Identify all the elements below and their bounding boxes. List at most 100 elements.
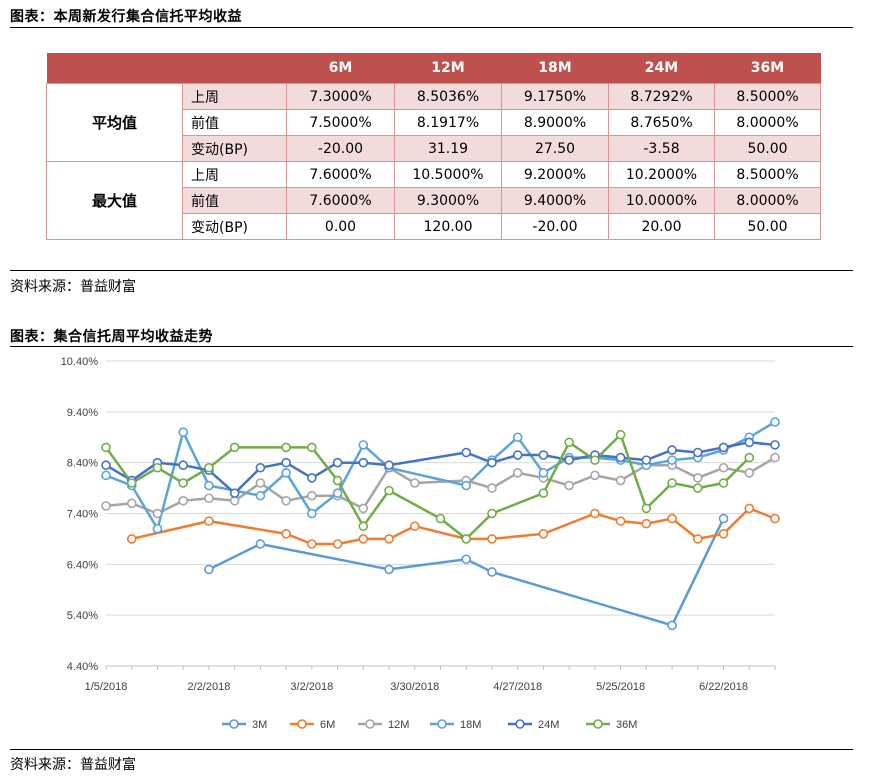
legend-label-36m: 36M	[616, 719, 637, 731]
data-point-24m	[178, 460, 188, 471]
data-point-24m	[384, 460, 394, 471]
data-point-36m	[358, 521, 369, 532]
data-point-6m	[615, 516, 626, 526]
data-point-12m	[178, 495, 188, 506]
table-cell: 8.1917%	[394, 109, 502, 136]
data-point-24m	[332, 457, 343, 468]
data-point-12m	[590, 470, 600, 481]
data-point-36m	[435, 513, 446, 524]
chart-source-rule	[10, 749, 853, 750]
data-point-36m	[641, 503, 652, 514]
chart-source-note: 资料来源：普益财富	[10, 757, 136, 773]
data-point-36m	[590, 455, 600, 465]
data-point-6m	[538, 529, 549, 539]
legend-marker-24m	[515, 719, 525, 729]
data-point-36m	[281, 442, 291, 453]
data-point-36m	[384, 485, 394, 496]
chart-title: 图表：集合信托周平均收益走势	[10, 329, 213, 345]
data-point-6m	[204, 516, 214, 526]
data-point-24m	[667, 445, 677, 455]
data-point-12m	[126, 498, 137, 509]
data-point-36m	[126, 478, 137, 488]
header-cell-6m: 6M	[286, 53, 395, 84]
data-point-36m	[332, 475, 343, 486]
data-point-18m	[204, 480, 214, 491]
header-cell	[182, 53, 287, 84]
data-point-24m	[718, 442, 729, 453]
table-title-rule	[10, 27, 853, 28]
data-point-18m	[152, 523, 163, 534]
table-cell: 8.0000%	[714, 109, 821, 136]
data-point-12m	[693, 473, 703, 483]
table-cell: 7.6000%	[286, 187, 395, 214]
data-point-6m	[487, 534, 497, 544]
table-row: 变动(BP) -20.00 31.19 27.50 -3.58 50.00	[47, 135, 821, 162]
legend-label-3m: 3M	[252, 719, 267, 731]
data-point-36m	[744, 452, 755, 463]
table-cell: -3.58	[608, 135, 715, 162]
data-point-36m	[461, 534, 472, 544]
table-cell: 7.6000%	[286, 161, 395, 188]
x-tick-label: 3/30/2018	[390, 681, 439, 693]
data-point-36m	[693, 483, 703, 493]
data-point-6m	[693, 534, 703, 544]
table-cell: -20.00	[286, 135, 395, 162]
table-cell: 7.5000%	[286, 109, 395, 136]
data-point-6m	[590, 508, 600, 519]
data-point-6m	[744, 503, 755, 514]
data-point-12m	[744, 468, 755, 478]
data-point-18m	[101, 470, 111, 481]
data-point-24m	[564, 455, 574, 465]
table-cell: 8.5036%	[394, 83, 502, 110]
header-cell-18m: 18M	[501, 53, 609, 84]
data-point-18m	[667, 455, 677, 465]
y-tick-label: 10.40%	[61, 356, 99, 368]
y-tick-label: 7.40%	[67, 509, 98, 521]
data-point-18m	[255, 490, 266, 501]
table-cell: 10.5000%	[394, 161, 502, 188]
data-point-36m	[152, 462, 163, 473]
legend-marker-18m	[437, 719, 447, 729]
x-tick-label: 4/27/2018	[493, 681, 542, 693]
table-row: 变动(BP) 0.00 120.00 -20.00 20.00 50.00	[47, 213, 821, 240]
table-cell: 8.5000%	[714, 83, 821, 110]
table-cell: 9.3000%	[394, 187, 502, 214]
y-tick-label: 6.40%	[67, 559, 98, 571]
data-point-18m	[461, 480, 472, 491]
data-point-18m	[358, 440, 369, 450]
data-point-12m	[770, 452, 780, 463]
x-tick-label: 3/2/2018	[290, 681, 333, 693]
data-point-12m	[409, 478, 420, 488]
data-point-6m	[718, 529, 729, 539]
y-tick-label: 4.40%	[67, 661, 98, 673]
table-cell: 9.2000%	[501, 161, 609, 188]
data-point-36m	[204, 462, 214, 473]
table-source-rule	[10, 270, 853, 271]
data-point-36m	[564, 437, 574, 448]
data-point-3m	[487, 567, 497, 577]
table-row: 前值 7.6000% 9.3000% 9.4000% 10.0000% 8.00…	[47, 187, 821, 214]
data-point-24m	[487, 457, 497, 468]
table-cell: 10.2000%	[608, 161, 715, 188]
data-point-36m	[307, 442, 317, 453]
group-label-average: 平均值	[46, 83, 183, 162]
legend-label-18m: 18M	[460, 719, 481, 731]
data-point-3m	[255, 539, 266, 549]
legend-marker-6m	[297, 719, 307, 729]
data-point-24m	[538, 450, 549, 460]
data-point-12m	[307, 490, 317, 501]
table-title: 图表：本周新发行集合信托平均收益	[10, 9, 242, 25]
data-point-18m	[512, 432, 523, 443]
data-point-18m	[307, 508, 317, 519]
y-tick-label: 9.40%	[67, 407, 98, 419]
table-cell: 50.00	[714, 135, 821, 162]
x-tick-label: 6/22/2018	[699, 681, 748, 693]
legend-marker-3m	[229, 719, 239, 729]
group-label-max: 最大值	[46, 161, 183, 240]
data-point-12m	[152, 508, 163, 519]
data-point-18m	[281, 468, 291, 478]
data-point-6m	[307, 539, 317, 549]
data-point-6m	[281, 529, 291, 539]
data-point-6m	[770, 513, 780, 524]
data-point-36m	[229, 442, 240, 453]
